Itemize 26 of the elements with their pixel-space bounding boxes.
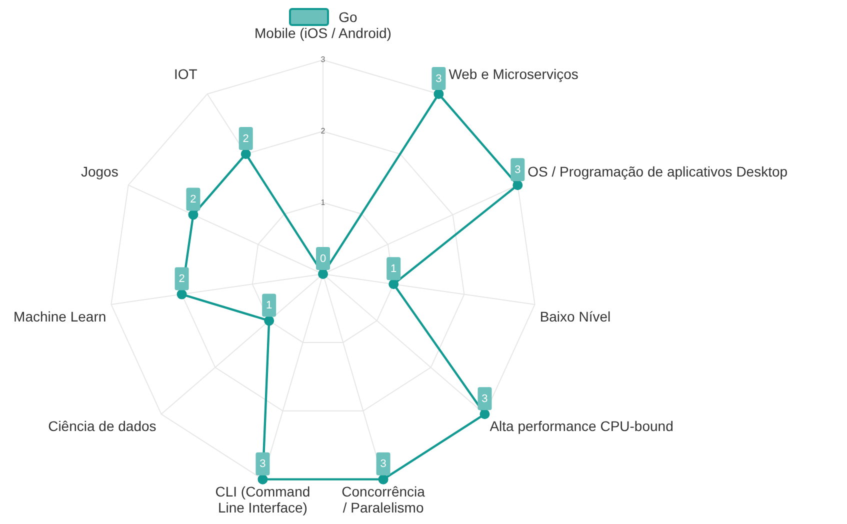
spoke-label: Concorrência / Paralelismo bbox=[342, 483, 426, 516]
data-label: 1 bbox=[266, 300, 272, 312]
spoke-label: Machine Learn bbox=[14, 308, 106, 324]
spoke-label: OS / Programação de aplicativos Desktop bbox=[528, 163, 788, 180]
data-label: 2 bbox=[178, 273, 185, 286]
data-label: 3 bbox=[482, 393, 488, 406]
spoke-label: Ciência de dados bbox=[48, 418, 156, 434]
data-label: 2 bbox=[190, 194, 196, 206]
y-tick-label: 1 bbox=[320, 198, 326, 207]
data-label: 3 bbox=[380, 458, 386, 470]
spoke-label: Jogos bbox=[80, 163, 118, 180]
data-label: 3 bbox=[260, 458, 266, 470]
spoke-label: IOT bbox=[174, 66, 198, 82]
legend-label: Go bbox=[338, 9, 358, 25]
data-label: 1 bbox=[390, 263, 397, 276]
spoke-label: CLI (Command Line Interface) bbox=[215, 483, 310, 516]
data-label: 2 bbox=[242, 132, 249, 145]
spoke-label: Alta performance CPU-bound bbox=[490, 418, 674, 434]
spoke-label: Mobile (iOS / Android) bbox=[254, 24, 392, 41]
y-tick-label: 3 bbox=[320, 55, 326, 64]
y-tick-label: 2 bbox=[320, 126, 326, 136]
data-label: 3 bbox=[436, 72, 442, 85]
spoke-label: Baixo Nível bbox=[540, 308, 611, 324]
data-label: 3 bbox=[514, 164, 521, 176]
data-label: 0 bbox=[320, 252, 326, 265]
spoke-label: Web e Microserviços bbox=[448, 66, 578, 82]
